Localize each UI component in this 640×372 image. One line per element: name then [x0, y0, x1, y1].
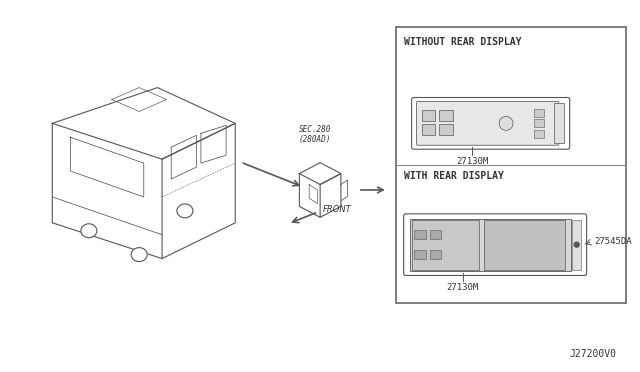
Bar: [534, 119, 544, 127]
FancyBboxPatch shape: [404, 214, 587, 276]
Bar: [413, 230, 426, 239]
Text: 27545DA: 27545DA: [595, 237, 632, 246]
Bar: [410, 219, 571, 270]
Bar: [412, 220, 479, 270]
Text: J27200V0: J27200V0: [570, 349, 616, 359]
FancyBboxPatch shape: [412, 97, 570, 149]
Text: SEC.280
(280AD): SEC.280 (280AD): [299, 125, 332, 144]
Bar: [484, 220, 564, 270]
Ellipse shape: [81, 224, 97, 238]
Bar: [572, 220, 580, 270]
FancyBboxPatch shape: [417, 102, 559, 145]
Bar: [422, 110, 435, 121]
Ellipse shape: [177, 204, 193, 218]
Bar: [413, 250, 426, 259]
Bar: [440, 110, 453, 121]
Bar: [534, 130, 544, 138]
Text: WITH REAR DISPLAY: WITH REAR DISPLAY: [404, 171, 504, 181]
Text: 27130M: 27130M: [456, 157, 488, 166]
Bar: [429, 250, 442, 259]
Bar: [429, 230, 442, 239]
Bar: [554, 103, 564, 143]
Text: FRONT: FRONT: [323, 205, 352, 214]
Text: WITHOUT REAR DISPLAY: WITHOUT REAR DISPLAY: [404, 37, 521, 47]
Text: 27130M: 27130M: [447, 283, 479, 292]
Circle shape: [574, 242, 579, 247]
Bar: [422, 124, 435, 135]
Ellipse shape: [499, 116, 513, 130]
Bar: [534, 109, 544, 117]
Bar: [396, 27, 627, 303]
Ellipse shape: [131, 248, 147, 262]
Bar: [440, 124, 453, 135]
